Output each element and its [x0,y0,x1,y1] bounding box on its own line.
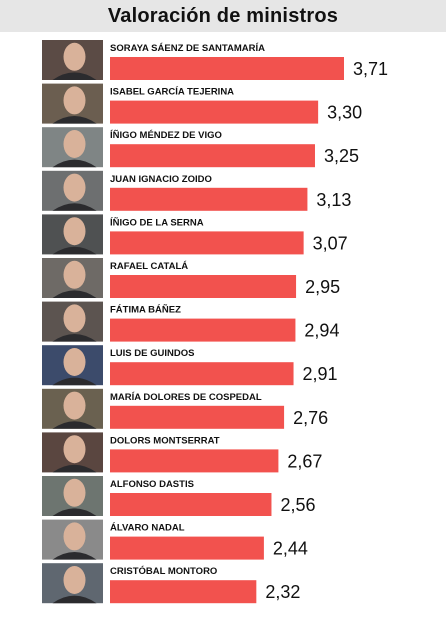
minister-photo [42,301,103,342]
bar [110,57,344,80]
bar [110,275,297,298]
minister-name-label: ÍÑIGO MÉNDEZ DE VIGO [110,130,222,141]
bar [110,580,257,604]
title-bar: Valoración de ministros [0,0,446,32]
bar [110,536,264,560]
minister-name-label: LUIS DE GUINDOS [110,348,194,359]
minister-name-label: JUAN IGNACIO ZOIDO [110,174,212,185]
minister-name-label: DOLORS MONTSERRAT [110,435,220,446]
minister-photo [42,170,103,211]
bar [110,187,308,211]
value-label: 3,71 [353,59,388,79]
value-label: 2,76 [293,408,328,428]
bar-row: SORAYA SÁENZ DE SANTAMARÍA 3,71 [42,40,388,80]
bar-row: DOLORS MONTSERRAT 2,67 [42,432,322,473]
bar [110,318,296,342]
value-label: 3,13 [316,190,351,210]
minister-name-label: MARÍA DOLORES DE COSPEDAL [110,392,262,403]
bar-row: ÍÑIGO DE LA SERNA 3,07 [42,214,348,255]
bar-row: ALFONSO DASTIS 2,56 [42,476,316,516]
minister-photo [42,83,103,124]
value-label: 3,07 [313,233,348,253]
minister-photo [42,127,103,168]
value-label: 2,67 [287,451,322,471]
bar-row: ISABEL GARCÍA TEJERINA 3,30 [42,83,362,124]
minister-photo [42,388,103,429]
bar-row: ÍÑIGO MÉNDEZ DE VIGO 3,25 [42,127,359,168]
minister-name-label: SORAYA SÁENZ DE SANTAMARÍA [110,43,265,54]
minister-photo [42,519,103,560]
bar [110,231,304,255]
value-label: 2,56 [280,495,315,515]
minister-name-label: CRISTÓBAL MONTORO [110,565,217,577]
value-label: 3,25 [324,146,359,166]
bar [110,405,285,429]
minister-photo [42,40,103,80]
minister-name-label: ÁLVARO NADAL [110,523,185,534]
value-label: 2,32 [265,582,300,602]
bar [110,362,294,386]
bar-row: CRISTÓBAL MONTORO 2,32 [42,563,300,604]
value-label: 2,91 [303,364,338,384]
bar-row: LUIS DE GUINDOS 2,91 [42,345,338,386]
value-label: 2,44 [273,539,308,559]
minister-photo [42,214,103,255]
bar-row: RAFAEL CATALÁ 2,95 [42,258,340,298]
bar-row: ÁLVARO NADAL 2,44 [42,519,308,560]
chart-title: Valoración de ministros [107,4,339,27]
minister-photo [42,432,103,473]
minister-photo [42,258,103,298]
minister-photo [42,563,103,604]
bar-row: JUAN IGNACIO ZOIDO 3,13 [42,170,351,211]
value-label: 2,95 [305,277,340,297]
minister-photo [42,476,103,516]
value-label: 2,94 [304,321,339,341]
minister-name-label: FÁTIMA BÁÑEZ [110,305,181,316]
bar [110,144,315,168]
bar [110,100,319,124]
value-label: 3,30 [327,103,362,123]
minister-name-label: RAFAEL CATALÁ [110,261,188,272]
bar-row: MARÍA DOLORES DE COSPEDAL 2,76 [42,388,328,429]
bar [110,493,272,516]
bar-row: FÁTIMA BÁÑEZ 2,94 [42,301,339,342]
bar [110,449,279,473]
minister-name-label: ALFONSO DASTIS [110,479,194,490]
minister-name-label: ISABEL GARCÍA TEJERINA [110,87,234,98]
minister-name-label: ÍÑIGO DE LA SERNA [110,217,204,228]
minister-photo [42,345,103,386]
